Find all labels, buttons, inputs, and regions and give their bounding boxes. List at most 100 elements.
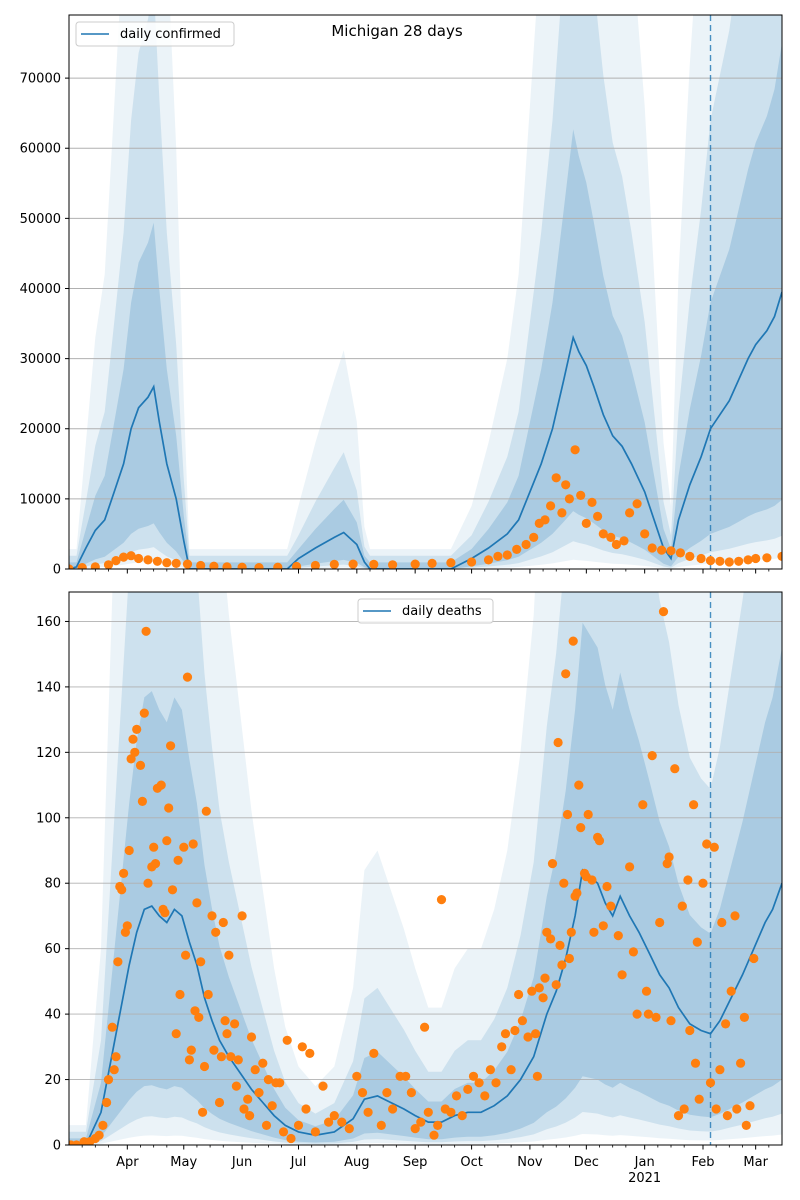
y-tick-label: 30000 (20, 352, 61, 367)
deaths-point (641, 986, 652, 996)
uncertainty-band-1 (69, 42, 782, 569)
x-tick-label: Oct (460, 1155, 482, 1170)
deaths-x-axis: Apr May Jun Jul Aug Sep Oct Nov Dec Jan Feb Mar 2021 (81, 1145, 770, 1186)
deaths-point (523, 1032, 533, 1042)
deaths-point (485, 1065, 495, 1075)
confirmed-point (529, 532, 539, 543)
deaths-point (124, 845, 134, 856)
confirmed-point (619, 536, 629, 546)
deaths-point (186, 1045, 196, 1055)
deaths-point (128, 734, 138, 744)
deaths-point (94, 1130, 104, 1140)
deaths-point (173, 855, 183, 865)
confirmed-point (715, 556, 725, 566)
deaths-point (192, 898, 202, 908)
x-tick-label: Feb (691, 1155, 714, 1170)
deaths-point (150, 859, 161, 869)
deaths-point (647, 751, 657, 761)
deaths-point (156, 780, 166, 790)
deaths-point (538, 993, 548, 1003)
deaths-point (388, 1104, 398, 1114)
deaths-point (632, 1009, 642, 1019)
confirmed-legend: daily confirmed (75, 21, 235, 47)
confirmed-point (134, 553, 144, 564)
deaths-point (344, 1124, 354, 1134)
deaths-point (534, 983, 544, 993)
uncertainty-band-3 (69, 592, 782, 1145)
confirmed-point (540, 515, 550, 525)
deaths-point (318, 1081, 328, 1091)
deaths-point (410, 1124, 420, 1134)
y-tick-label: 0 (53, 563, 61, 578)
confirmed-point (162, 558, 172, 568)
deaths-point (263, 1075, 273, 1085)
deaths-point (117, 885, 127, 895)
y-tick-label: 60000 (20, 142, 61, 157)
deaths-point (175, 989, 185, 1000)
deaths-point (677, 901, 687, 911)
confirmed-point (292, 561, 302, 569)
uncertainty-band-3 (69, 15, 782, 569)
deaths-point (329, 1111, 339, 1121)
deaths-point (357, 1088, 368, 1098)
confirmed-point (657, 545, 667, 555)
deaths-point (715, 1065, 725, 1075)
deaths-point (540, 973, 550, 983)
deaths-point (562, 809, 573, 820)
deaths-point (143, 878, 153, 888)
confirmed-point (209, 561, 219, 569)
deaths-y-axis: 0 20 40 60 80 100 120 140 160 (36, 615, 69, 1154)
confirmed-point (546, 501, 556, 511)
confirmed-point (587, 497, 597, 507)
y-tick-label: 140 (36, 680, 61, 695)
deaths-point (557, 960, 567, 970)
deaths-point (705, 1078, 716, 1088)
deaths-point (167, 885, 178, 895)
deaths-point (651, 1012, 661, 1023)
confirmed-point (743, 555, 753, 565)
deaths-point (416, 1117, 426, 1127)
confirmed-point (751, 553, 761, 564)
deaths-point (119, 868, 129, 879)
x-tick-label: May (170, 1155, 197, 1170)
deaths-point (606, 901, 616, 911)
deaths-point (198, 1107, 208, 1117)
x-tick-label: Apr (116, 1155, 139, 1170)
deaths-point (566, 927, 576, 937)
confirmed-point (551, 473, 561, 483)
confirmed-point (467, 557, 477, 567)
confirmed-point (512, 544, 522, 555)
deaths-point (230, 1019, 240, 1029)
confirmed-point (237, 562, 247, 569)
deaths-point (113, 957, 123, 967)
confirmed-point (647, 543, 657, 553)
deaths-point (643, 1009, 654, 1019)
y-tick-label: 60 (44, 942, 61, 957)
deaths-point (352, 1071, 362, 1081)
deaths-point (689, 800, 699, 810)
deaths-point (207, 911, 217, 921)
deaths-point (135, 760, 146, 771)
deaths-point (237, 911, 247, 921)
deaths-point (246, 1032, 257, 1042)
confirmed-point (696, 553, 706, 564)
deaths-point (436, 895, 447, 905)
confirmed-point (502, 550, 512, 560)
deaths-point (572, 888, 582, 898)
deaths-point (250, 1065, 260, 1075)
deaths-point (625, 862, 635, 872)
deaths-point (531, 1029, 541, 1039)
deaths-point (527, 986, 537, 996)
deaths-point (451, 1091, 462, 1101)
confirmed-point (77, 563, 87, 569)
deaths-point (617, 970, 627, 980)
deaths-point (162, 836, 172, 846)
deaths-point (739, 1012, 750, 1023)
deaths-point (376, 1120, 386, 1130)
deaths-point (717, 917, 727, 928)
confirmed-point (410, 559, 420, 569)
deaths-point (164, 803, 174, 813)
deaths-point (184, 1055, 194, 1065)
deaths-point (98, 1120, 108, 1130)
deaths-point (546, 934, 556, 944)
